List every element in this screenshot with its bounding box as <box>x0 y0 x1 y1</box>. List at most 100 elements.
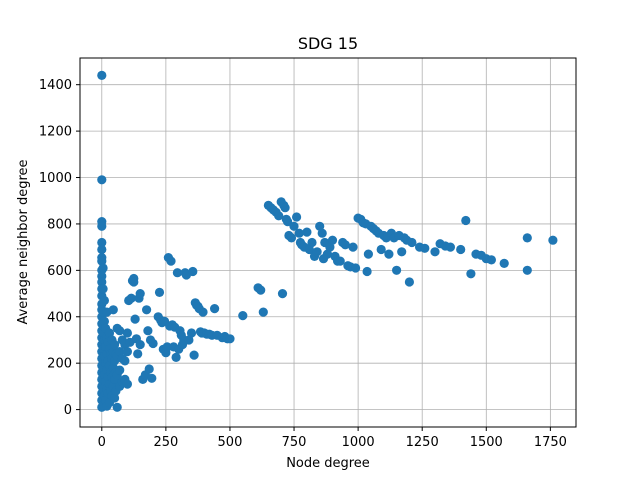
data-point <box>126 293 136 303</box>
x-tick-label: 1500 <box>470 435 503 450</box>
y-tick-label: 800 <box>47 217 72 232</box>
data-point <box>120 356 130 366</box>
data-point <box>274 211 284 221</box>
y-tick-label: 600 <box>47 264 72 279</box>
data-point <box>104 328 115 338</box>
data-point <box>522 265 532 275</box>
data-point <box>135 289 145 299</box>
data-point <box>115 347 125 357</box>
data-point <box>317 228 327 238</box>
y-tick-label: 1400 <box>39 78 72 93</box>
data-point <box>97 70 107 80</box>
data-point <box>348 242 358 252</box>
data-point <box>397 247 407 257</box>
data-point <box>198 307 208 317</box>
data-point <box>97 221 107 231</box>
data-point <box>325 242 335 252</box>
data-point <box>327 235 338 245</box>
data-point <box>322 249 332 259</box>
data-point <box>108 305 118 315</box>
data-point <box>122 379 132 389</box>
data-point <box>351 263 361 273</box>
data-point <box>445 242 455 252</box>
data-point <box>315 221 325 231</box>
x-tick-label: 0 <box>98 435 106 450</box>
data-point <box>97 256 107 266</box>
data-point <box>404 277 414 287</box>
data-point <box>97 175 107 185</box>
data-point <box>258 307 268 317</box>
data-point <box>294 228 304 238</box>
data-point <box>430 247 440 257</box>
data-point <box>384 249 394 259</box>
data-point <box>189 350 199 360</box>
data-point <box>289 221 299 231</box>
data-point <box>142 305 152 315</box>
data-point <box>277 289 288 299</box>
data-point <box>110 340 120 350</box>
x-tick-label: 1000 <box>342 435 375 450</box>
data-point <box>98 284 108 294</box>
plot-area-frame <box>79 57 577 428</box>
data-point <box>302 227 312 237</box>
data-point <box>407 237 417 248</box>
data-point <box>122 347 132 357</box>
data-point <box>144 364 154 374</box>
y-tick-label: 1000 <box>39 171 72 186</box>
points-layer <box>97 70 558 412</box>
data-point <box>340 240 350 250</box>
data-point <box>147 373 157 383</box>
chart-title: SDG 15 <box>298 34 358 53</box>
data-point <box>110 393 120 403</box>
data-point <box>420 243 430 253</box>
data-point <box>98 263 108 273</box>
data-point <box>148 338 158 349</box>
data-point <box>486 255 496 265</box>
data-point <box>184 335 194 345</box>
data-point <box>280 203 290 213</box>
data-point <box>225 334 235 344</box>
data-point <box>392 265 402 275</box>
data-point <box>143 326 153 336</box>
data-point <box>466 269 476 279</box>
data-point <box>376 244 386 255</box>
data-point <box>186 328 197 338</box>
x-tick-label: 500 <box>218 435 243 450</box>
data-point <box>522 233 532 243</box>
y-axis-label: Average neighbor degree <box>16 159 31 324</box>
data-point <box>135 340 145 350</box>
data-point <box>238 311 248 321</box>
data-point <box>499 258 509 268</box>
data-point <box>171 352 181 362</box>
ticks-layer: 0 250 500 750 1000 1250 1500 1750 0 200 400 600 800 1… <box>39 78 567 450</box>
data-point <box>99 295 109 306</box>
y-tick-label: 0 <box>64 403 72 418</box>
data-point <box>97 244 107 255</box>
data-point <box>461 215 471 226</box>
data-point <box>172 268 182 278</box>
y-tick-label: 1200 <box>39 125 72 140</box>
data-point <box>166 256 176 266</box>
data-point <box>115 326 125 336</box>
data-point <box>130 314 140 324</box>
data-point <box>307 237 317 248</box>
x-tick-label: 750 <box>282 435 307 450</box>
data-point <box>154 287 165 297</box>
data-point <box>97 237 107 248</box>
data-point <box>292 212 302 222</box>
data-point <box>115 365 125 375</box>
data-point <box>335 256 345 266</box>
x-tick-label: 1250 <box>406 435 439 450</box>
data-point <box>362 266 372 277</box>
data-point <box>283 217 293 227</box>
data-point <box>286 233 297 243</box>
data-point <box>112 402 122 412</box>
data-point <box>133 349 143 359</box>
data-point <box>129 277 139 287</box>
data-point <box>188 266 198 277</box>
data-point <box>97 277 107 287</box>
x-tick-label: 250 <box>153 435 178 450</box>
